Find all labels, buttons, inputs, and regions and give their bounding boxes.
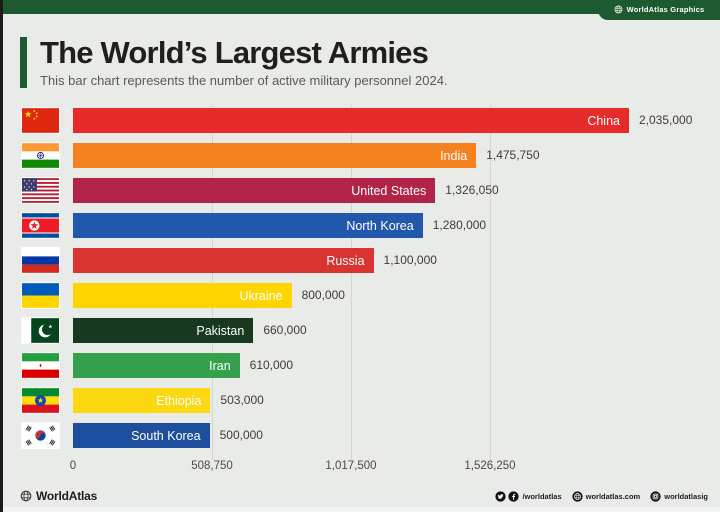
globe-icon <box>20 490 32 502</box>
gridline <box>351 105 352 460</box>
united-states-flag <box>22 178 59 203</box>
social-item: worldatlasig <box>650 490 708 502</box>
value-label: 1,475,750 <box>486 148 540 162</box>
country-label: Ethiopia <box>156 393 202 408</box>
bar: China <box>73 108 629 133</box>
gridline <box>212 105 213 460</box>
bar-track: North Korea 1,280,000 <box>73 213 712 238</box>
axis-tick-label: 508,750 <box>191 460 233 472</box>
social-label: worldatlas.com <box>585 491 641 501</box>
bar: South Korea <box>73 423 210 448</box>
axis-tick-label: 1,526,250 <box>464 460 516 472</box>
value-label: 800,000 <box>301 288 345 302</box>
chart-row: India 1,475,750 <box>22 143 712 168</box>
ethiopia-flag <box>22 388 59 413</box>
country-label: Ukraine <box>239 288 283 303</box>
country-label: United States <box>351 183 427 198</box>
value-label: 660,000 <box>263 323 307 337</box>
bar-track: Pakistan 660,000 <box>73 318 712 343</box>
axis-tick-label: 0 <box>69 460 77 472</box>
bottom-strip <box>0 507 720 512</box>
chart-row: Pakistan 660,000 <box>22 318 712 343</box>
header-tab-label: WorldAtlas Graphics <box>626 4 705 14</box>
bar: Pakistan <box>73 318 254 343</box>
value-label: 500,000 <box>219 428 263 442</box>
top-band <box>0 0 720 14</box>
bar-track: Ethiopia 503,000 <box>73 388 712 413</box>
axis-tick-label: 1,017,500 <box>325 460 377 472</box>
bar: North Korea <box>73 213 423 238</box>
chart-row: North Korea 1,280,000 <box>22 213 712 238</box>
social-item: worldatlas.com <box>571 490 641 502</box>
bar-track: Ukraine 800,000 <box>73 283 712 308</box>
chart-row: South Korea 500,000 <box>22 423 712 448</box>
value-label: 1,100,000 <box>383 253 437 267</box>
social-label: worldatlasig <box>664 491 708 501</box>
bar-chart: China 2,035,000 India 1,475,750 United S… <box>22 105 712 476</box>
pakistan-flag <box>22 318 59 343</box>
country-label: North Korea <box>346 218 414 233</box>
header-tab: WorldAtlas Graphics <box>598 0 720 20</box>
twitter-icon <box>495 490 507 502</box>
bar: United States <box>73 178 436 203</box>
value-label: 1,326,050 <box>445 183 499 197</box>
globe-icon <box>571 490 583 502</box>
title-block: The World’s Largest Armies This bar char… <box>20 37 448 88</box>
country-label: China <box>587 113 620 128</box>
value-label: 1,280,000 <box>432 218 487 232</box>
country-label: Iran <box>209 358 231 373</box>
bar: India <box>73 143 477 168</box>
bar: Ukraine <box>73 283 292 308</box>
india-flag <box>22 143 59 168</box>
iran-flag <box>22 353 59 378</box>
chart-row: United States 1,326,050 <box>22 178 712 203</box>
page-title: The World’s Largest Armies <box>40 35 429 70</box>
bar-track: South Korea 500,000 <box>73 423 712 448</box>
chart-rows: China 2,035,000 India 1,475,750 United S… <box>22 108 712 448</box>
bar-track: India 1,475,750 <box>73 143 712 168</box>
chart-row: China 2,035,000 <box>22 108 712 133</box>
russia-flag <box>22 248 59 273</box>
social-item: /worldatlas <box>495 490 562 502</box>
ukraine-flag <box>22 283 59 308</box>
chart-row: Ukraine 800,000 <box>22 283 712 308</box>
bar: Ethiopia <box>73 388 211 413</box>
bar: Iran <box>73 353 240 378</box>
instagram-icon <box>650 490 661 502</box>
globe-icon <box>614 5 623 14</box>
gridline <box>490 105 491 460</box>
chart-row: Ethiopia 503,000 <box>22 388 712 413</box>
bar-track: Iran 610,000 <box>73 353 712 378</box>
bar: Russia <box>73 248 374 273</box>
value-label: 2,035,000 <box>639 113 693 127</box>
china-flag <box>22 108 59 133</box>
brand-logo: WorldAtlas <box>20 489 97 503</box>
country-label: Russia <box>326 253 365 268</box>
country-label: Pakistan <box>196 323 245 338</box>
left-edge-strip <box>0 0 3 512</box>
bar-track: Russia 1,100,000 <box>73 248 712 273</box>
chart-row: Russia 1,100,000 <box>22 248 712 273</box>
social-links: /worldatlas worldatlas.com worldatlasig <box>495 490 708 502</box>
value-label: 503,000 <box>220 393 264 407</box>
bar-track: China 2,035,000 <box>73 108 712 133</box>
footer: WorldAtlas /worldatlas worldatlas.com worl… <box>20 489 708 503</box>
country-label: India <box>440 148 468 163</box>
social-label: /worldatlas <box>522 491 562 501</box>
north-korea-flag <box>22 213 59 238</box>
value-label: 610,000 <box>249 358 294 372</box>
page-subtitle: This bar chart represents the number of … <box>40 73 448 88</box>
facebook-icon <box>508 490 520 502</box>
bar-track: United States 1,326,050 <box>73 178 712 203</box>
title-accent-bar <box>20 37 27 88</box>
brand-name: WorldAtlas <box>36 489 98 503</box>
country-label: South Korea <box>131 428 201 443</box>
south-korea-flag <box>22 423 59 448</box>
chart-row: Iran 610,000 <box>22 353 712 378</box>
